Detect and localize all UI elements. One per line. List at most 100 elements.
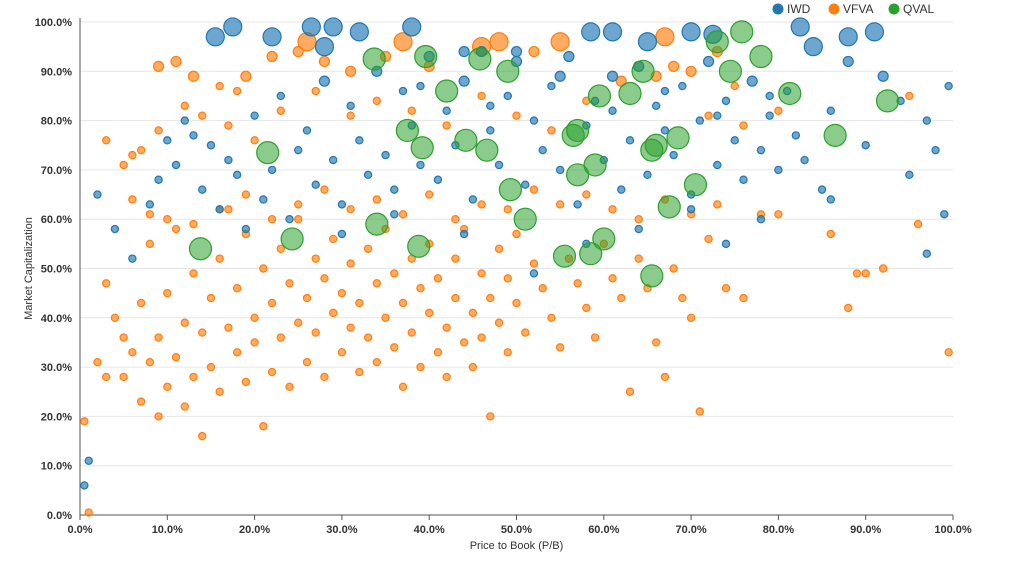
data-point-iwd[interactable] (625, 136, 635, 145)
data-point-iwd[interactable] (940, 210, 949, 219)
data-point-iwd[interactable] (686, 205, 696, 214)
data-point-vfva[interactable] (320, 274, 329, 283)
data-point-vfva[interactable] (171, 353, 181, 362)
data-point-vfva[interactable] (189, 219, 198, 229)
data-point-iwd[interactable] (817, 185, 827, 194)
data-point-qval[interactable] (414, 44, 438, 69)
data-point-iwd[interactable] (931, 145, 940, 155)
data-point-vfva[interactable] (241, 190, 251, 199)
data-point-vfva[interactable] (433, 348, 443, 357)
data-point-iwd[interactable] (80, 481, 89, 490)
data-point-vfva[interactable] (180, 402, 189, 411)
data-point-iwd[interactable] (790, 17, 810, 37)
legend-marker-vfva[interactable] (828, 3, 840, 15)
data-point-iwd[interactable] (669, 150, 678, 160)
data-point-iwd[interactable] (311, 180, 320, 189)
data-point-iwd[interactable] (402, 17, 422, 37)
data-point-iwd[interactable] (695, 116, 705, 125)
data-point-vfva[interactable] (442, 372, 451, 382)
data-point-vfva[interactable] (285, 382, 294, 392)
legend-marker-qval[interactable] (888, 3, 900, 15)
data-point-iwd[interactable] (529, 269, 539, 278)
data-point-vfva[interactable] (206, 362, 216, 372)
data-point-vfva[interactable] (774, 106, 783, 115)
legend-label-iwd[interactable]: IWD (787, 2, 811, 16)
data-point-vfva[interactable] (634, 254, 643, 263)
data-point-vfva[interactable] (826, 229, 835, 239)
data-point-vfva[interactable] (503, 274, 512, 283)
data-point-vfva[interactable] (232, 348, 242, 357)
data-point-vfva[interactable] (372, 195, 382, 204)
data-point-vfva[interactable] (468, 362, 478, 372)
data-point-vfva[interactable] (215, 81, 224, 91)
data-point-vfva[interactable] (110, 313, 120, 322)
data-point-iwd[interactable] (346, 101, 355, 111)
data-point-iwd[interactable] (606, 70, 619, 82)
data-point-vfva[interactable] (944, 348, 953, 357)
data-point-vfva[interactable] (241, 377, 251, 387)
data-point-vfva[interactable] (555, 200, 565, 209)
data-point-vfva[interactable] (163, 382, 172, 392)
data-point-iwd[interactable] (702, 55, 715, 68)
data-point-vfva[interactable] (346, 111, 355, 120)
data-points[interactable] (80, 17, 953, 517)
data-point-vfva[interactable] (101, 372, 111, 382)
data-point-iwd[interactable] (323, 17, 343, 37)
data-point-qval[interactable] (592, 227, 616, 251)
data-point-vfva[interactable] (442, 121, 451, 130)
data-point-iwd[interactable] (581, 22, 601, 42)
data-point-vfva[interactable] (704, 111, 713, 120)
data-point-iwd[interactable] (503, 91, 512, 101)
data-point-vfva[interactable] (582, 190, 591, 199)
data-point-iwd[interactable] (510, 45, 523, 58)
data-point-vfva[interactable] (170, 55, 182, 68)
data-point-iwd[interactable] (262, 27, 282, 47)
data-point-vfva[interactable] (163, 288, 172, 298)
data-point-vfva[interactable] (145, 239, 155, 249)
data-point-iwd[interactable] (110, 224, 120, 234)
data-point-qval[interactable] (631, 59, 655, 83)
data-point-qval[interactable] (475, 138, 499, 162)
data-point-iwd[interactable] (660, 126, 670, 135)
data-point-vfva[interactable] (477, 91, 486, 101)
data-point-vfva[interactable] (468, 308, 478, 318)
data-point-vfva[interactable] (311, 86, 320, 96)
data-point-vfva[interactable] (390, 343, 399, 352)
data-point-iwd[interactable] (416, 160, 425, 170)
data-point-iwd[interactable] (765, 91, 774, 101)
data-point-vfva[interactable] (372, 96, 382, 106)
data-point-qval[interactable] (657, 195, 681, 219)
data-point-vfva[interactable] (119, 333, 128, 342)
data-point-vfva[interactable] (267, 367, 277, 377)
data-point-vfva[interactable] (477, 333, 486, 342)
data-point-iwd[interactable] (547, 81, 556, 91)
data-point-qval[interactable] (498, 178, 522, 202)
data-point-vfva[interactable] (486, 293, 495, 303)
data-point-iwd[interactable] (416, 81, 425, 91)
data-point-iwd[interactable] (486, 126, 495, 135)
data-point-vfva[interactable] (128, 195, 137, 204)
data-point-iwd[interactable] (573, 200, 582, 209)
data-point-vfva[interactable] (407, 106, 416, 115)
data-point-iwd[interactable] (301, 17, 321, 37)
data-point-qval[interactable] (683, 173, 708, 197)
data-point-vfva[interactable] (459, 338, 469, 347)
data-point-qval[interactable] (875, 89, 900, 113)
data-point-vfva[interactable] (318, 55, 331, 68)
data-point-vfva[interactable] (861, 269, 870, 278)
data-point-vfva[interactable] (695, 407, 705, 416)
data-point-vfva[interactable] (905, 91, 914, 101)
data-point-vfva[interactable] (119, 372, 128, 382)
data-point-vfva[interactable] (206, 293, 216, 303)
data-point-qval[interactable] (823, 123, 847, 147)
data-point-iwd[interactable] (765, 111, 774, 120)
data-point-iwd[interactable] (398, 86, 408, 96)
data-point-vfva[interactable] (398, 382, 408, 392)
data-point-qval[interactable] (644, 133, 668, 157)
data-point-vfva[interactable] (345, 65, 357, 77)
data-point-vfva[interactable] (634, 214, 643, 224)
data-point-vfva[interactable] (320, 185, 329, 194)
data-point-vfva[interactable] (713, 200, 722, 209)
data-point-vfva[interactable] (215, 387, 224, 396)
data-point-vfva[interactable] (240, 70, 252, 82)
